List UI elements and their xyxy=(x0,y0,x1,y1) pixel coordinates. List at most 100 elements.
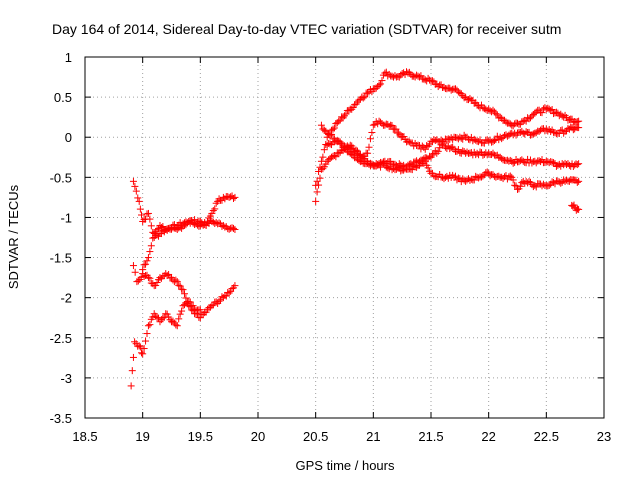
data-point-interp xyxy=(509,176,517,184)
data-point-interp xyxy=(544,127,552,135)
data-point xyxy=(135,197,143,205)
data-point-interp xyxy=(475,174,483,182)
data-point-interp xyxy=(551,109,559,117)
data-point-interp xyxy=(143,210,151,218)
data-point-interp xyxy=(426,152,434,160)
x-tick-label: 19.5 xyxy=(188,429,213,444)
data-point-interp xyxy=(176,310,184,318)
data-point-interp xyxy=(378,120,386,128)
data-point-interp xyxy=(509,159,517,167)
data-point xyxy=(317,121,325,129)
data-point-interp xyxy=(452,172,460,180)
data-point-interp xyxy=(163,310,171,318)
data-point-interp xyxy=(398,69,406,77)
data-point-interp xyxy=(202,308,210,316)
data-point-interp xyxy=(557,179,565,187)
data-point-interp xyxy=(524,155,532,163)
data-point-interp xyxy=(147,279,155,287)
data-point-interp xyxy=(352,146,360,154)
data-point-interp xyxy=(569,202,577,210)
data-point-interp xyxy=(420,75,428,83)
data-point-interp xyxy=(142,337,150,345)
data-point-interp xyxy=(131,268,139,276)
data-point-interp xyxy=(385,70,393,78)
data-point-interp xyxy=(379,71,387,79)
data-point-interp xyxy=(391,72,399,80)
data-point-interp xyxy=(129,353,137,361)
x-tick-label: 21.5 xyxy=(418,429,443,444)
data-point-interp xyxy=(136,343,144,351)
data-point-interp xyxy=(227,193,235,201)
data-point-interp xyxy=(228,224,236,232)
data-point-interp xyxy=(320,126,328,134)
data-point-interp xyxy=(332,153,340,161)
data-point xyxy=(375,81,383,89)
data-point-interp xyxy=(228,285,236,293)
data-point xyxy=(139,350,147,358)
data-point-interp xyxy=(146,248,154,256)
data-point-interp xyxy=(522,128,530,136)
data-point-interp xyxy=(498,173,506,181)
data-point-interp xyxy=(341,112,348,120)
data-point-interp xyxy=(443,172,451,180)
data-point-interp xyxy=(505,119,513,127)
data-point-interp xyxy=(377,118,385,126)
data-point-interp xyxy=(146,321,154,329)
data-point-interp xyxy=(402,68,410,76)
data-point-interp xyxy=(155,276,163,284)
data-point-interp xyxy=(454,88,462,96)
data-point-interp xyxy=(428,151,436,159)
data-point-interp xyxy=(128,367,136,375)
data-point-interp xyxy=(498,135,506,143)
data-point-interp xyxy=(472,99,480,107)
data-point-interp xyxy=(514,119,521,127)
y-tick-label: -3.5 xyxy=(50,411,72,426)
data-point xyxy=(185,217,193,225)
y-tick-label: 1 xyxy=(65,50,72,65)
data-point-interp xyxy=(470,99,478,107)
data-point xyxy=(144,254,152,262)
data-point-interp xyxy=(440,140,448,148)
data-point-interp xyxy=(159,314,167,322)
data-point-interp xyxy=(333,149,341,157)
data-point-interp xyxy=(392,125,400,133)
data-point xyxy=(514,185,521,193)
x-tick-label: 20 xyxy=(251,429,265,444)
data-point-interp xyxy=(511,181,519,189)
data-point-interp xyxy=(180,290,188,298)
y-tick-label: -1.5 xyxy=(50,251,72,266)
data-point-interp xyxy=(440,83,448,91)
data-point-interp xyxy=(467,175,475,183)
data-point xyxy=(312,197,320,205)
data-point-interp xyxy=(191,305,199,313)
data-point-interp xyxy=(514,129,521,137)
data-point-interp xyxy=(229,224,237,232)
data-point-interp xyxy=(570,201,578,209)
data-point xyxy=(323,141,331,149)
data-point-interp xyxy=(551,129,559,137)
data-point-interp xyxy=(182,221,190,229)
data-point-interp xyxy=(524,179,532,187)
data-point-interp xyxy=(407,70,415,78)
data-point-interp xyxy=(547,128,555,136)
data-point-interp xyxy=(410,162,418,170)
data-point-interp xyxy=(486,172,494,180)
data-point-interp xyxy=(356,95,364,103)
data-point-interp xyxy=(563,161,571,169)
data-point-interp xyxy=(359,94,367,102)
data-point-interp xyxy=(479,104,487,112)
data-point-interp xyxy=(345,143,353,151)
data-point-interp xyxy=(180,301,188,309)
data-point-interp xyxy=(552,108,560,116)
data-point-interp xyxy=(528,112,536,120)
data-point-interp xyxy=(558,126,566,134)
data-point-interp xyxy=(538,156,546,164)
data-point-interp xyxy=(413,71,421,79)
data-point-interp xyxy=(175,281,183,289)
data-point-interp xyxy=(460,148,468,156)
data-point-interp xyxy=(224,288,232,296)
data-point-interp xyxy=(153,279,161,287)
data-point-interp xyxy=(423,154,431,162)
data-point-interp xyxy=(319,153,327,161)
data-point-interp xyxy=(537,126,545,134)
